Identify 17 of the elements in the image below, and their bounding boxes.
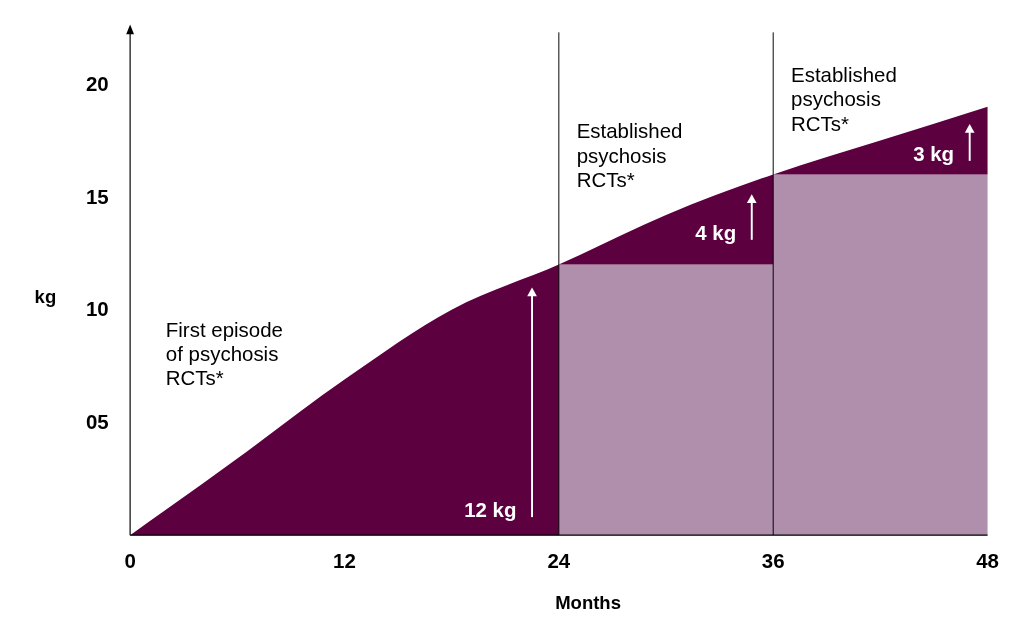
y-tick-label: 20 — [85, 72, 109, 96]
x-tick-label: 36 — [761, 549, 785, 573]
annotation: Established psychosis RCTs* — [791, 62, 897, 135]
x-axis-title: Months — [555, 592, 621, 614]
y-tick-label: 05 — [85, 410, 109, 434]
annotation: First episode of psychosis RCTs* — [165, 317, 283, 390]
x-tick-label: 12 — [333, 549, 356, 573]
x-tick-label: 48 — [976, 549, 999, 573]
annotation: 3 kg — [913, 141, 955, 165]
annotation: 12 kg — [464, 498, 517, 522]
annotation: Established psychosis RCTs* — [576, 119, 683, 192]
x-tick-label: 24 — [547, 549, 571, 573]
y-tick-label: 15 — [85, 184, 109, 208]
annotation: 4 kg — [695, 220, 737, 244]
y-axis-title: kg — [34, 286, 57, 308]
x-tick-label: 0 — [124, 549, 136, 573]
y-tick-label: 10 — [85, 297, 109, 321]
